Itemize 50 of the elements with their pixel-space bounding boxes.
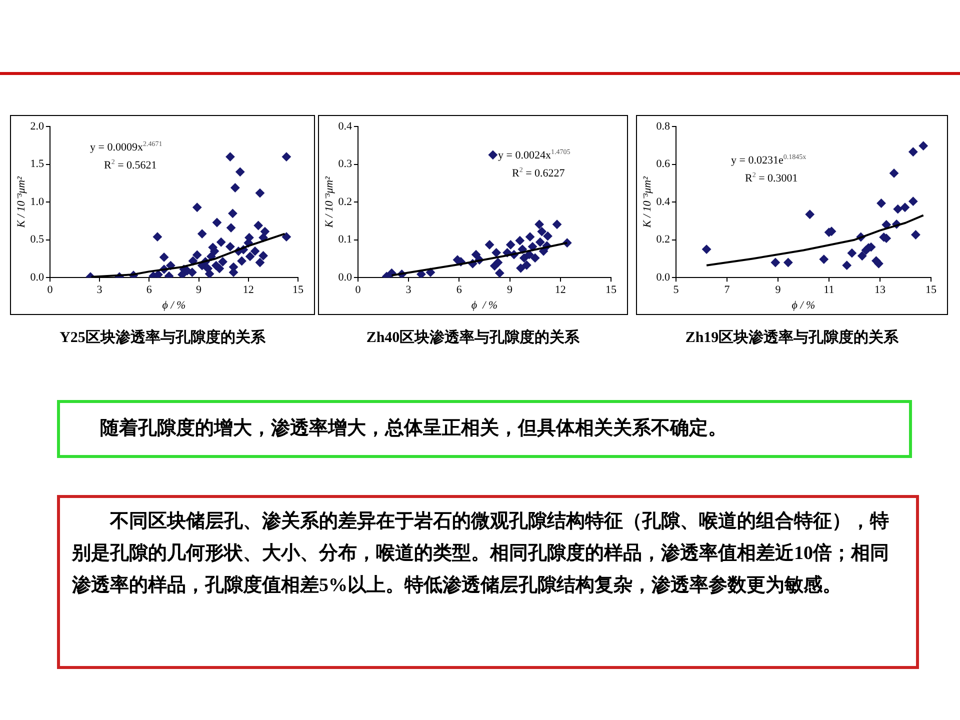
- x-tick-label: 3: [96, 284, 103, 296]
- y-tick-label: 0.6: [656, 158, 670, 170]
- x-tick-label: 11: [824, 284, 834, 296]
- x-tick-label: 3: [406, 284, 412, 296]
- annotation: R$^{2}$ = 0.3001: [745, 170, 798, 187]
- annotation: y = 0.0231e$^{0.1845x}$: [731, 152, 806, 169]
- text: Zh19区块渗透率与孔隙度的关系: [684, 328, 900, 347]
- text: Zh40区块渗透率与孔隙度的关系: [365, 328, 581, 347]
- x-tick-label: 9: [507, 284, 514, 296]
- x-axis-title: ϕ / %: [471, 299, 498, 312]
- x-tick-label: 9: [775, 284, 782, 296]
- y-axis-title: K / 10⁻³μm²: [323, 176, 336, 229]
- y-tick-label: 0.3: [338, 158, 352, 170]
- annotation: y = 0.0024x$^{1.4705}$: [498, 147, 570, 164]
- x-tick-label: 12: [242, 284, 254, 296]
- x-tick-label: 7: [724, 284, 730, 296]
- y-axis-title: K / 10⁻³μm²: [641, 176, 654, 229]
- x-axis-title: ϕ / %: [792, 299, 816, 312]
- y-tick-label: 0.2: [656, 234, 670, 246]
- text: 随着孔隙度的增大，渗透率增大，总体呈正相关，但具体相关关系不确定。: [57, 400, 912, 458]
- annotation: R$^{2}$ = 0.6227: [512, 165, 565, 182]
- text: Y25区块渗透率与孔隙度的关系: [58, 328, 266, 347]
- y-tick-label: 0.4: [338, 120, 352, 132]
- y-tick-label: 0.4: [656, 196, 670, 208]
- y-tick-label: 0.0: [656, 271, 670, 284]
- x-tick-label: 15: [606, 284, 617, 296]
- y-tick-label: 2.0: [30, 120, 44, 132]
- x-tick-label: 5: [673, 284, 680, 296]
- x-tick-label: 6: [146, 284, 152, 296]
- y-tick-label: 0.0: [338, 271, 352, 284]
- x-tick-label: 12: [554, 284, 566, 296]
- text: 不同区块储层孔、渗关系的差异在于岩石的微观孔隙结构特征（孔隙、喉道的组合特征），特别是孔隙的几何形状、大小、分布，喉道的类型。相同孔隙度的样品，渗透率值相差近10倍；相同渗透率的样品，孔隙度值相差5%以上。特低渗透储层孔隙结构复杂，渗透率参数更为敏感。: [57, 495, 919, 669]
- x-tick-label: 0: [355, 284, 362, 296]
- x-tick-label: 15: [292, 284, 304, 296]
- y-tick-label: 0.5: [30, 234, 44, 246]
- y-tick-label: 1.5: [30, 158, 44, 170]
- annotation: R$^{2}$ = 0.5621: [104, 157, 157, 174]
- y-axis-title: K / 10⁻³μm²: [15, 176, 28, 229]
- y-tick-label: 1.0: [30, 196, 44, 208]
- y-tick-label: 0.2: [338, 196, 352, 208]
- annotation: y = 0.0009x$^{2.4671}$: [90, 139, 162, 156]
- y-tick-label: 0.1: [338, 234, 352, 246]
- y-tick-label: 0.8: [656, 120, 670, 132]
- x-tick-label: 6: [456, 284, 462, 296]
- x-tick-label: 0: [47, 284, 54, 296]
- x-tick-label: 13: [874, 284, 886, 296]
- x-axis-title: ϕ / %: [162, 299, 186, 312]
- x-tick-label: 15: [926, 284, 937, 296]
- y-tick-label: 0.0: [30, 271, 44, 284]
- x-tick-label: 9: [196, 284, 202, 296]
